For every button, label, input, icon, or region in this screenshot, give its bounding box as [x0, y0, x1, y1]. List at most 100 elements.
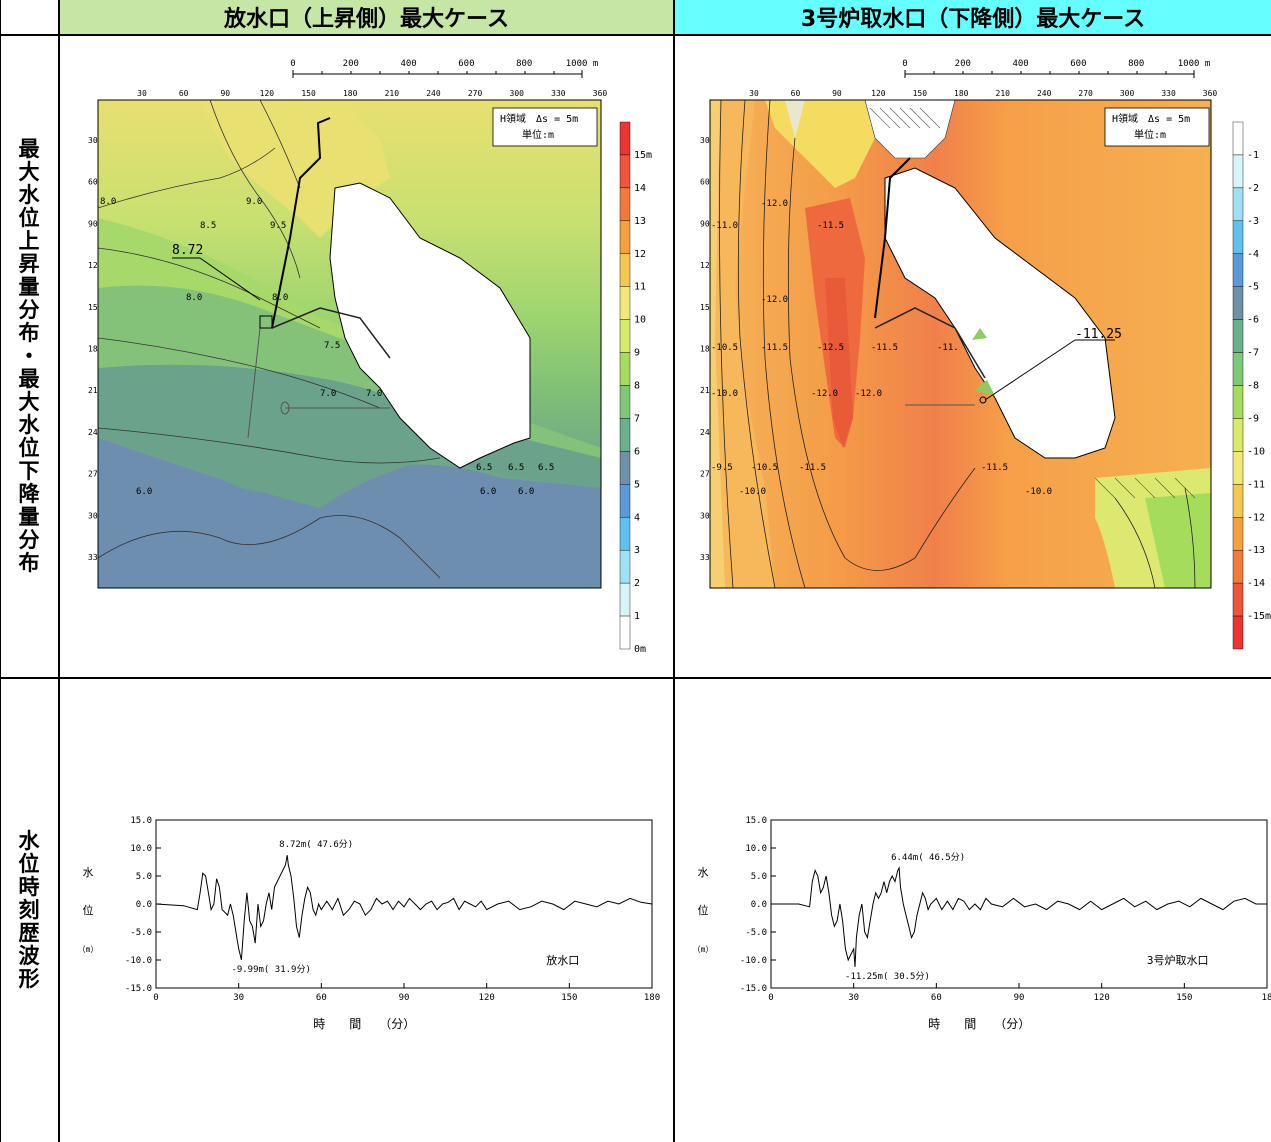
colorbar-label: -2: [1247, 183, 1259, 194]
colorbar-swatch: [1232, 418, 1244, 452]
row-label-waveform: 水位時刻歴波形: [0, 679, 58, 1142]
right-map-svg: 0 200 400 600 800 1000 m 30 60 90 120 150 180 210 24…: [700, 59, 1271, 650]
x-tick-label: 180: [644, 993, 660, 1003]
right-contour-label: -10.0: [711, 389, 738, 399]
row-label-char: 最: [18, 367, 40, 391]
colorbar-swatch: [1232, 286, 1244, 320]
colorbar-swatch: [619, 517, 631, 551]
colorbar-swatch: [619, 319, 631, 353]
y-tick-label: -10.0: [740, 956, 767, 966]
left-scale-bar: [292, 70, 583, 78]
grid-left-border: [0, 0, 1, 1142]
x-tick-label: 120: [479, 993, 495, 1003]
grid-row-divider: [0, 677, 1271, 679]
series-line: [771, 866, 1267, 968]
right-contour-label: -12.0: [761, 295, 788, 305]
y-tick-label: -15.0: [740, 984, 767, 994]
scale-tick-label: 600: [458, 59, 474, 69]
left-contour-label: 7.0: [320, 389, 336, 399]
y-axis-label: （m）: [78, 945, 99, 954]
left-contour-label: 7.0: [366, 389, 382, 399]
right-colorbar: -1 -2 -3 -4 -5 -6 -7 -8 -9 -10 -11 -12 -13 -14 -15m: [1232, 121, 1271, 650]
right-x-ticks: 30 60 90 120 150 180 210 240 270 300 330 360: [749, 89, 1217, 98]
map-y-tick-label: 210: [88, 386, 103, 395]
right-y-ticks: 30 60 90 120 150 180 210 240 270 300 330: [700, 136, 715, 562]
colorbar-swatch: [619, 253, 631, 287]
row-label-char: 位: [18, 206, 40, 230]
colorbar-swatch: [1232, 615, 1244, 650]
left-info-line1: H領域 Δs = 5m: [500, 112, 578, 125]
scale-tick-label: 200: [343, 59, 359, 69]
colorbar-swatch: [619, 187, 631, 222]
min-annotation: -11.25m( 30.5分): [845, 971, 930, 982]
scale-tick-label: 600: [1070, 59, 1086, 69]
right-contour-label: -11.5: [761, 343, 788, 353]
colorbar-label: -14: [1247, 578, 1265, 589]
y-tick-label: -10.0: [125, 956, 152, 966]
left-contour-label: 6.5: [476, 463, 492, 473]
colorbar-swatch: [1232, 220, 1244, 254]
series-title: 放水口: [546, 953, 579, 967]
header-left-case-text: 放水口（上昇側）最大ケース: [224, 7, 509, 32]
scale-tick-label: 1000 m: [1178, 59, 1211, 69]
left-x-ticks: 30 60 90 120 150 180 210 240 270 300 330 360: [137, 89, 607, 98]
row-label-char: 量: [18, 505, 40, 529]
map-x-tick-label: 60: [791, 89, 801, 98]
map-y-tick-label: 150: [88, 303, 103, 312]
colorbar-swatch: [1232, 187, 1244, 222]
map-x-tick-label: 180: [954, 89, 969, 98]
x-tick-label: 30: [848, 993, 859, 1003]
colorbar-swatch: [1232, 352, 1244, 386]
row-label-char: 大: [18, 160, 40, 184]
map-x-tick-label: 360: [593, 89, 608, 98]
min-annotation: -9.99m( 31.9分): [231, 964, 310, 975]
colorbar-swatch: [619, 220, 631, 254]
map-x-tick-label: 270: [1078, 89, 1093, 98]
y-tick-label: -5.0: [130, 928, 152, 938]
left-map-area: [97, 99, 602, 589]
row-label-char: 水: [18, 183, 40, 207]
map-y-tick-label: 90: [700, 219, 710, 228]
y-tick-label: 5.0: [136, 872, 152, 882]
map-y-tick-label: 210: [700, 386, 715, 395]
grid-divider-middle: [673, 0, 675, 1142]
left-contour-label: 8.0: [100, 197, 116, 207]
row-label-char: 大: [18, 390, 40, 414]
colorbar-swatch: [619, 582, 631, 617]
header-left-case: 放水口（上昇側）最大ケース: [60, 0, 673, 36]
colorbar-swatch: [1232, 517, 1244, 551]
left-map-panel: 0 200 400 600 800 1000 m 30 60 90 120 150 180 210 24…: [60, 38, 673, 677]
right-contour-label: -10.5: [711, 343, 738, 353]
map-x-tick-label: 210: [385, 89, 400, 98]
header-right-case-text: 3号炉取水口（下降側）最大ケース: [800, 7, 1146, 32]
right-contour-label: -11.5: [817, 221, 844, 231]
right-contour-label: -9.5: [711, 463, 733, 473]
colorbar-label: 1: [634, 611, 640, 622]
max-annotation: 8.72m( 47.6分): [279, 839, 353, 850]
right-map-panel: 0 200 400 600 800 1000 m 30 60 90 120 150 180 210 24…: [675, 38, 1271, 677]
colorbar-label: 7: [634, 413, 640, 424]
colorbar-swatch: [1232, 582, 1244, 617]
y-tick-label: 10.0: [745, 844, 767, 854]
map-y-tick-label: 270: [88, 470, 103, 479]
left-map-svg: 0 200 400 600 800 1000 m 30 60 90 120 150 180 210 24…: [88, 59, 652, 655]
right-contour-label: -11.5: [981, 463, 1008, 473]
map-x-tick-label: 120: [871, 89, 886, 98]
left-info-line2: 単位:m: [522, 128, 554, 141]
colorbar-label: 8: [634, 381, 640, 392]
colorbar-label: 10: [634, 315, 646, 326]
scale-tick-label: 400: [1012, 59, 1028, 69]
y-tick-label: -5.0: [745, 928, 767, 938]
row-label-char: 最: [18, 137, 40, 161]
scale-tick-label: 400: [400, 59, 416, 69]
y-tick-label: 10.0: [130, 844, 152, 854]
colorbar-label: -9: [1247, 413, 1259, 424]
x-axis-label: 時 間 （分）: [313, 1017, 415, 1031]
map-y-tick-label: 60: [88, 178, 98, 187]
left-contour-label: 6.5: [538, 463, 554, 473]
right-contour-label: -12.0: [811, 389, 838, 399]
y-tick-label: 0.0: [136, 900, 152, 910]
y-tick-label: 5.0: [751, 872, 767, 882]
row-label-char: 時: [18, 875, 40, 899]
right-contour-label: -11.5: [799, 463, 826, 473]
